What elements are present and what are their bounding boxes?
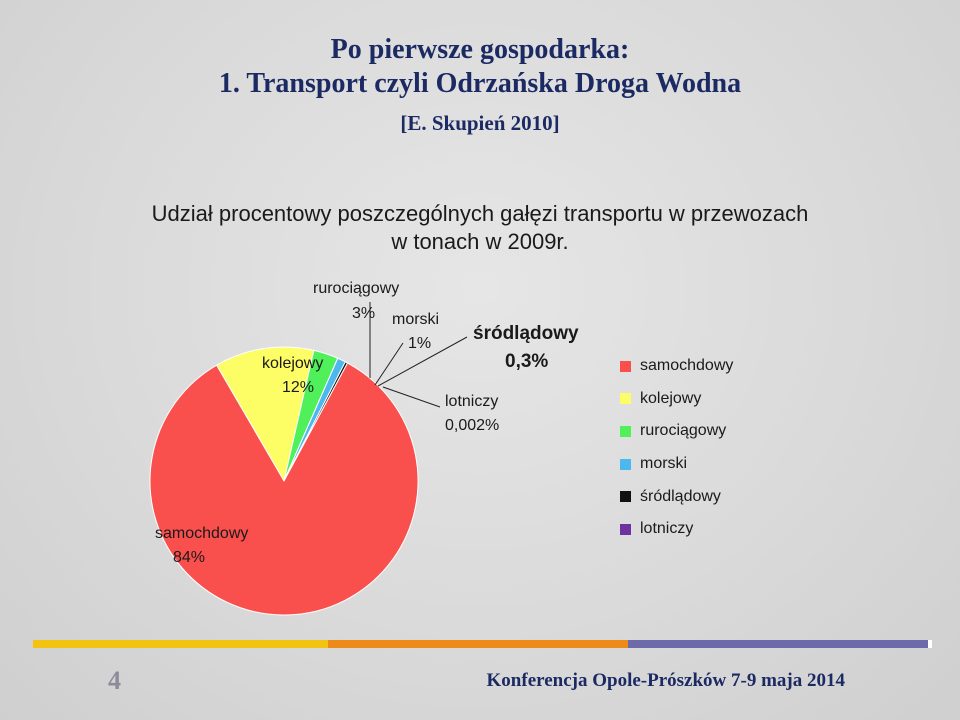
slide-title-line1: Po pierwsze gospodarka: bbox=[330, 34, 630, 65]
legend-swatch-0 bbox=[620, 360, 631, 372]
slice-value-label-0: 84% bbox=[173, 549, 205, 566]
footer-bar-purple bbox=[628, 640, 930, 648]
slice-value-label-5: 0,002% bbox=[445, 417, 499, 434]
legend-item-4: śródlądowy bbox=[620, 480, 733, 513]
pie-slice-0 bbox=[149, 362, 419, 616]
legend-item-0: samochdowy bbox=[620, 350, 733, 383]
slide-title-line2: 1. Transport czyli Odrzańska Droga Wodna bbox=[218, 68, 742, 99]
legend-swatch-5 bbox=[620, 523, 631, 535]
legend-swatch-2 bbox=[620, 425, 631, 437]
slice-value-label-2: 3% bbox=[352, 305, 375, 322]
slice-name-label-0: samochdowy bbox=[155, 525, 248, 542]
slice-name-label-2: rurociągowy bbox=[313, 280, 399, 297]
pie-slice-1 bbox=[215, 346, 315, 483]
pie-slices bbox=[149, 346, 419, 616]
chart-title: Udział procentowy poszczególnych gałęzi … bbox=[60, 200, 900, 256]
legend-label-3: morski bbox=[640, 455, 688, 473]
slice-value-label-3: 1% bbox=[408, 335, 431, 352]
legend-swatch-1 bbox=[620, 393, 631, 405]
slice-name-label-5: lotniczy bbox=[445, 393, 498, 410]
slice-name-label-1: kolejowy bbox=[262, 355, 323, 372]
chart-title-line1: Udział procentowy poszczególnych gałęzi … bbox=[151, 201, 809, 226]
legend-label-1: kolejowy bbox=[640, 389, 702, 407]
legend-item-5: lotniczy bbox=[620, 513, 733, 546]
slice-value-label-4: 0,3% bbox=[505, 351, 548, 372]
footer-bar-yellow bbox=[33, 640, 328, 648]
chart-title-line2: w tonach w 2009r. bbox=[391, 229, 569, 254]
legend-swatch-3 bbox=[620, 458, 631, 470]
footer-bar-end bbox=[928, 640, 932, 648]
chart-legend: samochdowy kolejowy rurociągowy morski śródl… bbox=[620, 350, 733, 546]
legend-label-4: śródlądowy bbox=[640, 487, 721, 505]
leader-line-5 bbox=[382, 386, 441, 408]
legend-item-3: morski bbox=[620, 448, 733, 481]
legend-label-5: lotniczy bbox=[640, 520, 694, 538]
footer-text: Konferencja Opole-Prószków 7-9 maja 2014 bbox=[486, 670, 845, 691]
legend-item-2: rurociągowy bbox=[620, 415, 733, 448]
leader-line-3 bbox=[374, 342, 404, 386]
legend-item-1: kolejowy bbox=[620, 383, 733, 416]
slice-value-label-1: 12% bbox=[282, 379, 314, 396]
legend-swatch-4 bbox=[620, 491, 631, 503]
pie-labels: samochdowy 84% kolejowy 12% rurociągowy 3% mor… bbox=[155, 280, 579, 566]
legend-label-0: samochdowy bbox=[640, 357, 734, 375]
leader-line-4 bbox=[377, 336, 468, 387]
footer-bar-orange bbox=[328, 640, 628, 648]
slice-name-label-4: śródlądowy bbox=[473, 323, 579, 344]
page-number: 4 bbox=[108, 666, 121, 695]
slide-source: [E. Skupień 2010] bbox=[400, 111, 560, 135]
legend-label-2: rurociągowy bbox=[640, 422, 727, 440]
pie-leader-lines bbox=[369, 302, 468, 408]
slice-name-label-3: morski bbox=[392, 311, 439, 328]
